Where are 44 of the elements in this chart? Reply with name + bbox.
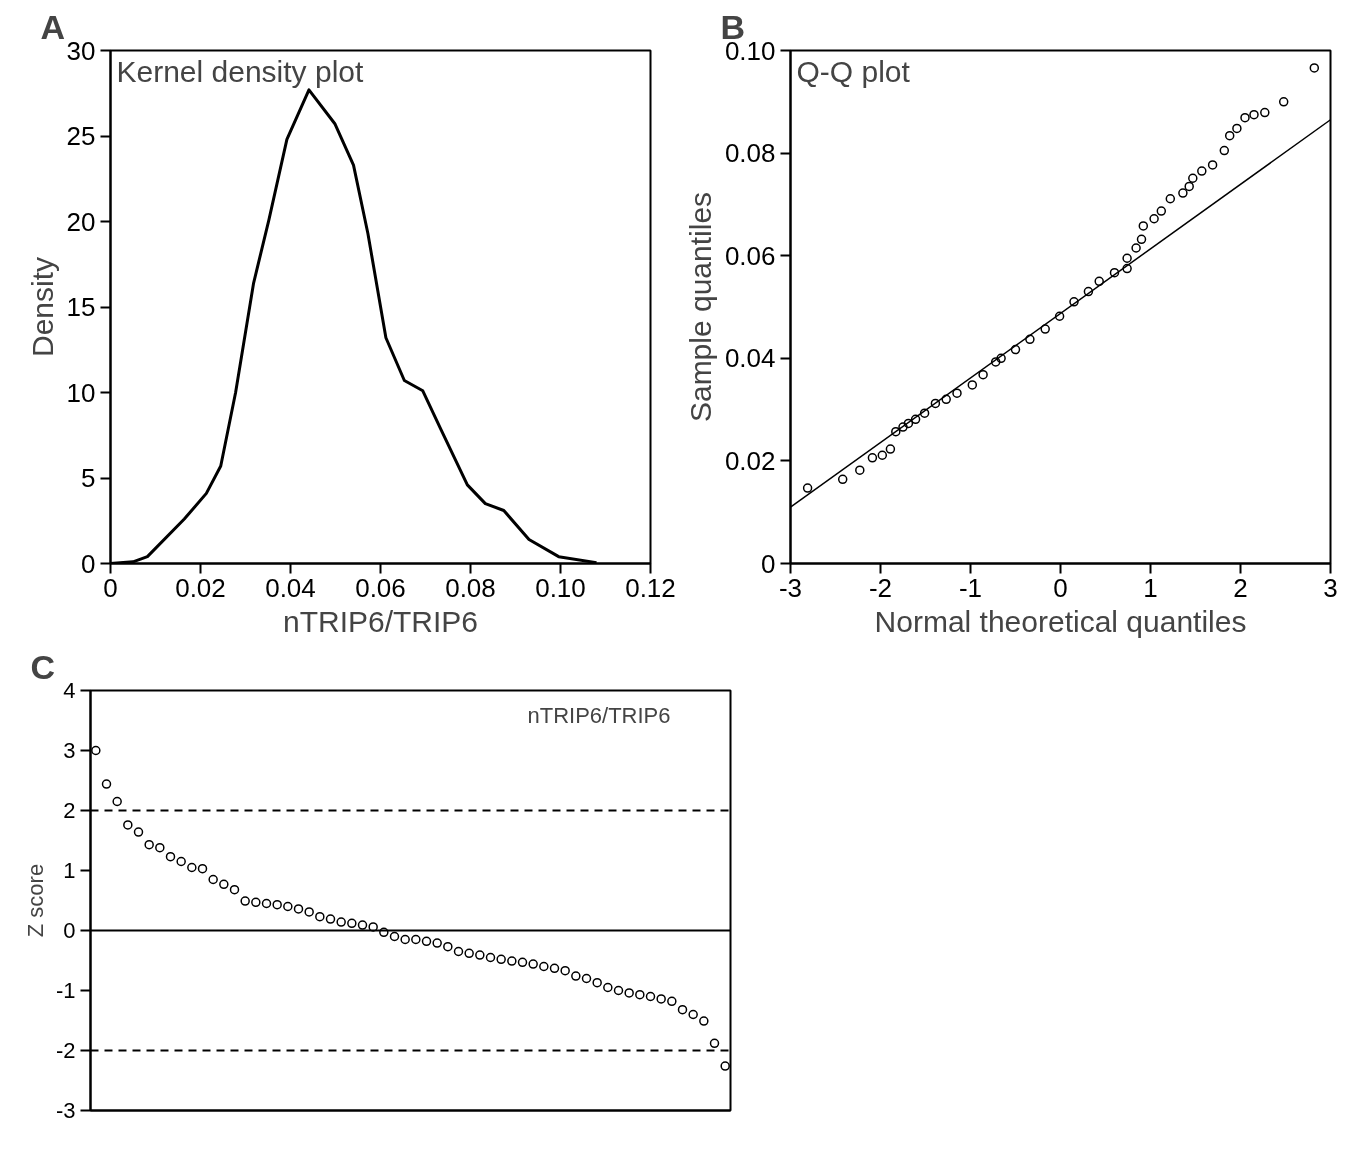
x-tick-label: 0.02 (175, 572, 226, 603)
x-tick-label: -2 (868, 572, 893, 603)
y-tick-label: 0 (63, 918, 76, 943)
x-tick-label: -3 (778, 572, 803, 603)
y-tick-label: 30 (66, 35, 96, 66)
y-tick-label: -3 (55, 1098, 76, 1123)
x-tick-label: 1 (1143, 572, 1158, 603)
x-axis-title: Normal theoretical quantiles (874, 604, 1247, 638)
y-tick-label: 3 (63, 738, 76, 763)
x-tick-label: 0.12 (625, 572, 676, 603)
x-tick-label: 0 (103, 572, 118, 603)
x-tick-label: 2 (1233, 572, 1248, 603)
y-tick-label: 2 (63, 798, 76, 823)
y-tick-label: -1 (55, 978, 76, 1003)
y-tick-label: 0 (81, 548, 96, 579)
x-tick-label: 0 (1053, 572, 1068, 603)
y-tick-label: 15 (66, 292, 96, 322)
chart-title: A (40, 7, 66, 46)
chart-title: C (30, 647, 56, 686)
x-tick-label: 3 (1323, 572, 1338, 603)
y-tick-label: 0.02 (724, 445, 776, 476)
y-tick-label: 5 (81, 463, 96, 493)
y-tick-label: 25 (66, 121, 96, 151)
y-tick-label: 4 (63, 678, 76, 703)
y-tick-label: 0.08 (724, 138, 776, 169)
x-axis-title: nTRIP6/TRIP6 (282, 604, 479, 638)
y-tick-label: 0.06 (724, 240, 776, 271)
x-tick-label: 0.10 (535, 572, 586, 603)
annotation: Kernel density plot (116, 54, 364, 88)
y-tick-label: -2 (55, 1038, 76, 1063)
y-tick-label: 20 (66, 206, 96, 237)
x-tick-label: 0.04 (265, 572, 316, 603)
y-axis-title: Sample quantiles (683, 191, 717, 423)
x-tick-label: -1 (958, 572, 983, 603)
y-tick-label: 0 (761, 548, 776, 579)
y-tick-label: 0.04 (724, 343, 776, 374)
y-tick-label: 1 (63, 858, 76, 883)
y-axis-title: Z score (22, 863, 48, 938)
annotation: Q-Q plot (796, 54, 911, 88)
x-tick-label: 0.08 (445, 572, 496, 603)
x-tick-label: 0.06 (355, 572, 406, 603)
y-axis-title: Density (25, 256, 59, 358)
y-tick-label: 10 (66, 377, 96, 408)
annotation: nTRIP6/TRIP6 (527, 702, 671, 728)
